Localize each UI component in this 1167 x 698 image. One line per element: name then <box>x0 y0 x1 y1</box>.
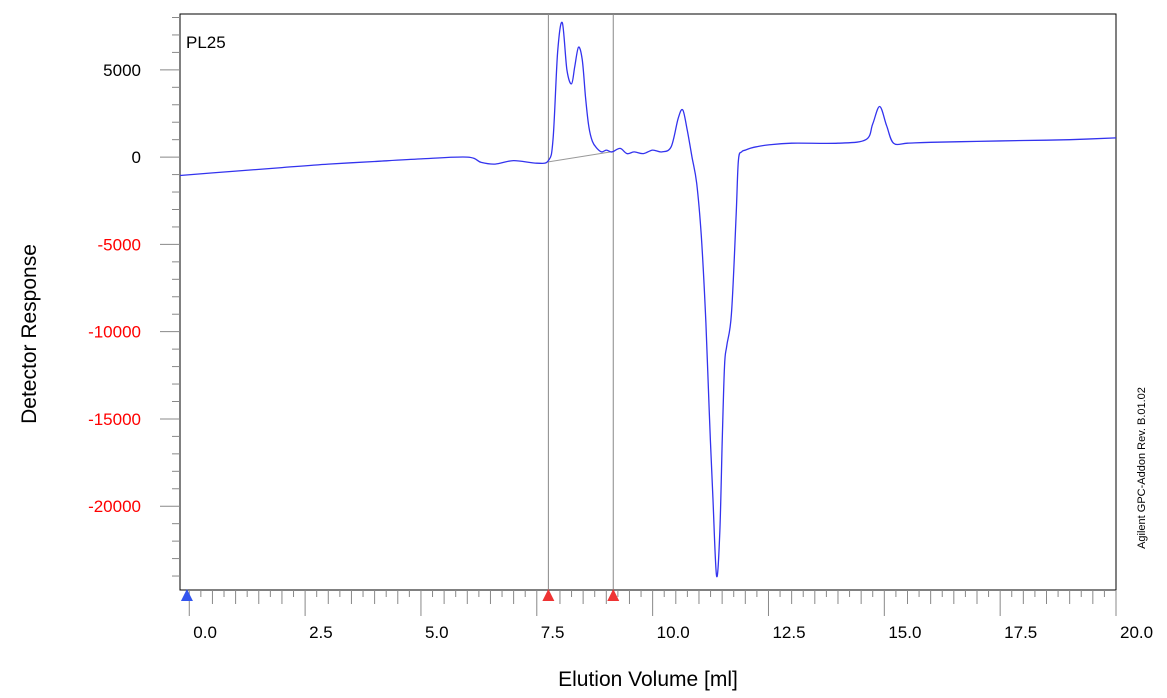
x-tick-label: 12.5 <box>772 623 805 642</box>
x-axis-ticks <box>188 590 1117 616</box>
y-tick-label: 0 <box>132 148 141 167</box>
y-tick-label: 5000 <box>103 61 141 80</box>
plot-frame <box>179 13 1117 591</box>
integration-limit-lines <box>547 14 614 590</box>
x-tick-label: 7.5 <box>541 623 565 642</box>
start-marker-triangle <box>180 589 193 601</box>
chromatogram-trace <box>179 21 1117 578</box>
y-tick-label: -15000 <box>88 410 141 429</box>
x-tick-label: 17.5 <box>1004 623 1037 642</box>
integration-baseline <box>548 151 614 163</box>
y-axis-ticks <box>160 16 180 577</box>
limit-marker-triangle <box>542 589 555 601</box>
x-axis-tick-labels: 0.0 2.5 5.0 7.5 10.0 12.5 15.0 17.5 20.0 <box>193 623 1153 642</box>
y-tick-label: -20000 <box>88 497 141 516</box>
axis-markers <box>180 589 620 601</box>
x-tick-label: 0.0 <box>193 623 217 642</box>
x-tick-label: 2.5 <box>309 623 333 642</box>
limit-marker-triangle <box>607 589 620 601</box>
y-tick-label: -5000 <box>98 235 141 254</box>
x-tick-label: 10.0 <box>657 623 690 642</box>
x-axis-title: Elution Volume [ml] <box>558 668 738 691</box>
sample-label: PL25 <box>186 33 226 52</box>
x-tick-label: 15.0 <box>888 623 921 642</box>
y-axis-tick-labels: 5000 0 -5000 -10000 -15000 -20000 <box>88 61 141 516</box>
y-tick-label: -10000 <box>88 323 141 342</box>
y-axis-title: Detector Response <box>18 244 41 424</box>
software-version-label: Agilent GPC-Addon Rev. B.01.02 <box>1136 387 1148 549</box>
x-tick-label: 20.0 <box>1120 623 1153 642</box>
x-tick-label: 5.0 <box>425 623 449 642</box>
